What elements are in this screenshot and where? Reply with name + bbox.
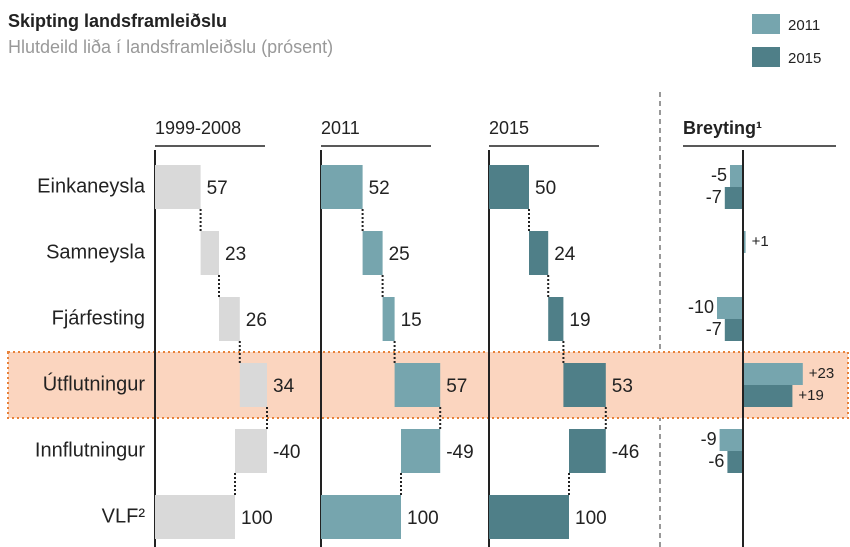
bar [724, 319, 743, 341]
legend-swatch [752, 14, 780, 34]
value-label: 50 [535, 178, 556, 199]
bar [362, 231, 383, 275]
value-label: 19 [569, 310, 590, 331]
panel-title: 1999-2008 [155, 118, 241, 138]
category-label: Fjárfesting [52, 307, 145, 329]
value-label: 52 [369, 178, 390, 199]
bar [401, 429, 441, 473]
value-label: 23 [225, 244, 246, 265]
bar [563, 363, 606, 407]
bar [394, 363, 441, 407]
bar [489, 165, 529, 209]
bar [489, 495, 569, 539]
category-label: Einkaneysla [37, 175, 146, 197]
value-label: 25 [389, 244, 410, 265]
bar [730, 165, 743, 187]
value-label: +1 [752, 233, 769, 250]
bar [743, 385, 793, 407]
category-label: Innflutningur [35, 439, 145, 461]
bar [321, 165, 363, 209]
value-label: 100 [575, 508, 607, 529]
value-label: 57 [207, 178, 228, 199]
value-label: 100 [241, 508, 273, 529]
panel-title: Breyting¹ [683, 118, 762, 138]
legend-label: 2015 [788, 50, 821, 67]
bar [719, 429, 743, 451]
bar [724, 187, 743, 209]
value-label: -7 [706, 187, 722, 207]
bar [239, 363, 267, 407]
bar [155, 495, 235, 539]
bar [548, 297, 564, 341]
value-label: 34 [273, 376, 295, 397]
category-label: Samneysla [46, 241, 146, 263]
value-label: 57 [446, 376, 467, 397]
panel-title: 2015 [489, 118, 529, 138]
value-label: 15 [401, 310, 422, 331]
value-label: 26 [246, 310, 267, 331]
chart-subtitle: Hlutdeild liða í landsframleiðslu (próse… [8, 37, 333, 57]
panel-title: 2011 [321, 118, 360, 138]
value-label: 53 [612, 376, 633, 397]
value-label: +23 [809, 365, 834, 382]
category-label: Útflutningur [43, 372, 146, 395]
value-label: -40 [273, 442, 300, 463]
category-label: VLF² [102, 505, 146, 527]
value-label: -49 [446, 442, 473, 463]
value-label: +19 [798, 387, 823, 404]
value-label: -46 [612, 442, 639, 463]
bar [743, 363, 803, 385]
bar [321, 495, 401, 539]
value-label: -10 [688, 297, 714, 317]
bar [382, 297, 395, 341]
bar [155, 165, 201, 209]
value-label: -5 [711, 165, 727, 185]
value-label: -7 [706, 319, 722, 339]
bar [569, 429, 606, 473]
bar [717, 297, 743, 319]
value-label: 100 [407, 508, 439, 529]
value-label: -6 [708, 451, 724, 471]
value-label: 24 [554, 244, 576, 265]
value-label: -9 [701, 429, 717, 449]
bar [529, 231, 549, 275]
legend-label: 2011 [788, 17, 820, 34]
bar [200, 231, 219, 275]
bar [727, 451, 743, 473]
chart-title: Skipting landsframleiðslu [8, 11, 227, 31]
bar [219, 297, 240, 341]
bar [235, 429, 267, 473]
legend-swatch [752, 47, 780, 67]
bar [743, 231, 746, 253]
